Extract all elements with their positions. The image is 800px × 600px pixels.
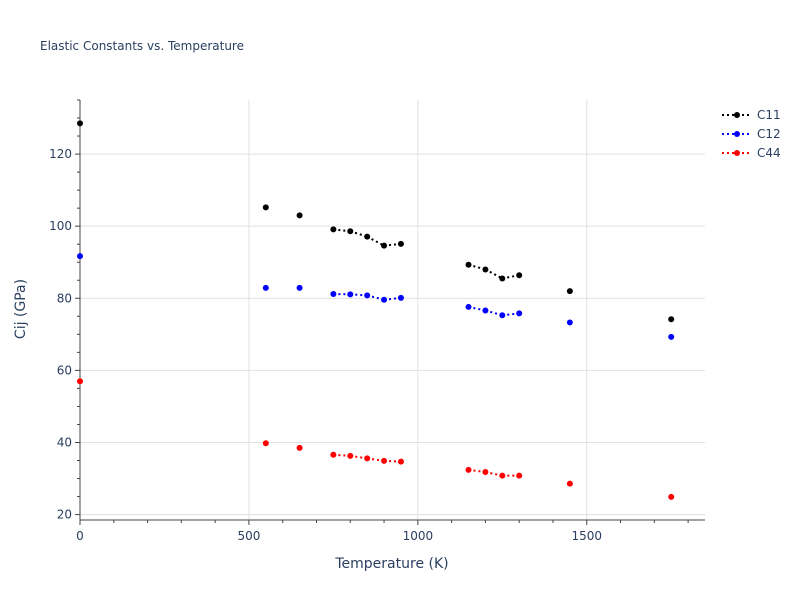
- data-point[interactable]: [262, 284, 269, 291]
- chart-title: Elastic Constants vs. Temperature: [40, 39, 244, 53]
- data-point[interactable]: [296, 284, 303, 291]
- data-point[interactable]: [668, 493, 675, 500]
- data-point[interactable]: [499, 312, 506, 319]
- data-point[interactable]: [482, 266, 489, 273]
- legend-marker: [734, 112, 740, 118]
- x-tick-label: 0: [76, 529, 84, 543]
- data-point[interactable]: [397, 240, 404, 247]
- data-point[interactable]: [516, 272, 523, 279]
- data-point[interactable]: [330, 451, 337, 458]
- data-point[interactable]: [381, 296, 388, 303]
- series-c12: [77, 253, 675, 340]
- x-axis-title: Temperature (K): [334, 556, 448, 572]
- x-tick-label: 1000: [403, 529, 434, 543]
- data-point[interactable]: [347, 228, 354, 235]
- data-point[interactable]: [668, 316, 675, 323]
- y-axis-title: Cij (GPa): [13, 279, 29, 339]
- series-line-segment: [484, 268, 503, 280]
- legend-item-c12[interactable]: C12: [722, 127, 781, 141]
- data-point[interactable]: [465, 303, 472, 310]
- data-point[interactable]: [668, 333, 675, 340]
- legend-label: C44: [757, 146, 781, 160]
- data-point[interactable]: [482, 307, 489, 314]
- y-axis-ticks: 20 40 60 80 100 120: [49, 147, 72, 522]
- x-tick-label: 500: [237, 529, 260, 543]
- data-point[interactable]: [364, 233, 371, 240]
- x-axis-ticks: 0 500 1000 1500: [76, 529, 602, 543]
- data-point[interactable]: [516, 310, 523, 317]
- data-point[interactable]: [465, 466, 472, 473]
- legend-marker: [734, 150, 740, 156]
- data-point[interactable]: [77, 120, 83, 127]
- y-tick-label: 60: [57, 363, 72, 377]
- series-c44: [77, 378, 675, 500]
- data-point[interactable]: [566, 288, 573, 295]
- data-point[interactable]: [381, 457, 388, 464]
- plot-area: [77, 120, 675, 500]
- data-point[interactable]: [482, 469, 489, 476]
- data-point[interactable]: [296, 444, 303, 451]
- data-point[interactable]: [364, 292, 371, 299]
- data-point[interactable]: [296, 212, 303, 219]
- data-point[interactable]: [330, 290, 337, 297]
- series-line-segment: [366, 235, 385, 247]
- legend-marker: [734, 131, 740, 137]
- series-c11: [77, 120, 675, 323]
- data-point[interactable]: [465, 261, 472, 268]
- y-tick-label: 40: [57, 435, 72, 449]
- data-point[interactable]: [262, 204, 269, 211]
- data-point[interactable]: [381, 242, 388, 249]
- data-point[interactable]: [397, 458, 404, 465]
- x-tick-label: 1500: [571, 529, 602, 543]
- legend-label: C12: [757, 127, 781, 141]
- data-point[interactable]: [262, 440, 269, 447]
- data-point[interactable]: [397, 294, 404, 301]
- data-point[interactable]: [77, 253, 83, 260]
- data-point[interactable]: [77, 378, 83, 385]
- y-tick-label: 80: [57, 291, 72, 305]
- y-tick-label: 20: [57, 508, 72, 522]
- data-point[interactable]: [330, 226, 337, 233]
- legend-item-c11[interactable]: C11: [722, 108, 781, 122]
- legend[interactable]: C11 C12 C44: [722, 108, 781, 160]
- y-tick-label: 100: [49, 219, 72, 233]
- data-point[interactable]: [516, 472, 523, 479]
- data-point[interactable]: [566, 480, 573, 487]
- data-point[interactable]: [347, 452, 354, 459]
- grid-lines: [80, 100, 705, 520]
- data-point[interactable]: [499, 472, 506, 479]
- data-point[interactable]: [347, 291, 354, 298]
- axes: [75, 99, 705, 525]
- y-tick-label: 120: [49, 147, 72, 161]
- data-point[interactable]: [499, 275, 506, 282]
- legend-label: C11: [757, 108, 781, 122]
- legend-item-c44[interactable]: C44: [722, 146, 781, 160]
- data-point[interactable]: [566, 319, 573, 326]
- data-point[interactable]: [364, 455, 371, 462]
